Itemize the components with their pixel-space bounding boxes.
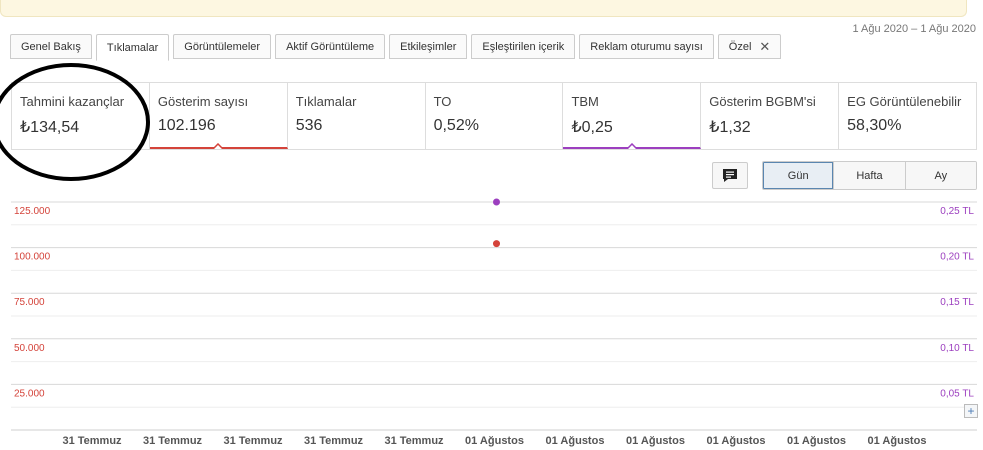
metric-card-gosterim-sayisi[interactable]: Gösterim sayısı 102.196 — [149, 83, 288, 149]
metric-label: EG Görüntülenebilir — [847, 94, 962, 109]
tab-tiklamalar[interactable]: Tıklamalar — [95, 34, 170, 61]
x-axis-tick-label: 01 Ağustos — [626, 435, 685, 447]
metric-card-eg-goruntulenebilir[interactable]: EG Görüntülenebilir 58,30% — [839, 83, 976, 149]
metric-value: 58,30% — [847, 117, 902, 134]
x-axis-tick-label: 01 Ağustos — [787, 435, 846, 447]
x-axis-tick-label: 31 Temmuz — [223, 435, 283, 447]
right-axis-tick-label: 0,25 TL — [940, 206, 974, 217]
comment-icon — [723, 169, 737, 182]
tab-reklam-oturumu[interactable]: Reklam oturumu sayısı — [579, 34, 714, 59]
left-axis-tick-label: 50.000 — [14, 343, 45, 354]
tab-aktif-goruntuleme[interactable]: Aktif Görüntüleme — [275, 34, 386, 59]
x-axis-tick-label: 01 Ağustos — [465, 435, 524, 447]
period-toggle: Gün Hafta Ay — [762, 161, 977, 190]
x-axis-tick-label: 01 Ağustos — [707, 435, 766, 447]
metric-card-tahmini-kazanclar[interactable]: Tahmini kazançlar ₺134,54 — [12, 83, 150, 149]
tab-eslestirilen-icerik[interactable]: Eşleştirilen içerik — [471, 34, 576, 59]
metric-value: 0,52% — [433, 117, 479, 134]
metric-value: 536 — [295, 117, 323, 134]
period-gun-button[interactable]: Gün — [763, 162, 835, 189]
metric-cards: Tahmini kazançlar ₺134,54 Gösterim sayıs… — [11, 82, 977, 150]
metric-label: Gösterim BGBM'si — [709, 94, 816, 109]
metric-card-tiklamalar[interactable]: Tıklamalar 536 — [288, 83, 426, 149]
notification-banner — [0, 0, 967, 17]
x-axis-tick-label: 01 Ağustos — [546, 435, 605, 447]
left-axis-tick-label: 75.000 — [14, 297, 45, 308]
tab-goruntulemeler[interactable]: Görüntülemeler — [173, 34, 272, 59]
right-axis-tick-label: 0,20 TL — [940, 252, 974, 263]
tab-label: Tıklamalar — [106, 41, 159, 54]
x-axis-tick-label: 31 Temmuz — [384, 435, 444, 447]
tab-ozel[interactable]: Özel ✕ — [717, 34, 782, 59]
metric-label: TBM — [571, 94, 599, 109]
period-ay-button[interactable]: Ay — [905, 162, 976, 189]
close-icon[interactable]: ✕ — [759, 38, 771, 54]
selected-caret-icon — [213, 143, 224, 149]
date-range: 1 Ağu 2020 – 1 Ağu 2020 — [852, 23, 976, 35]
zoom-plus-icon[interactable]: + — [964, 404, 978, 418]
metric-value: ₺0,25 — [571, 119, 613, 136]
tab-etkilesimler[interactable]: Etkileşimler — [389, 34, 468, 59]
metric-value: ₺1,32 — [709, 119, 751, 136]
x-axis-tick-label: 01 Ağustos — [868, 435, 927, 447]
tab-label: Aktif Görüntüleme — [286, 40, 375, 53]
tab-label: Görüntülemeler — [184, 40, 261, 53]
left-axis-tick-label: 25.000 — [14, 388, 45, 399]
selected-caret-icon — [626, 143, 637, 149]
metric-value: ₺134,54 — [20, 119, 80, 136]
left-axis-tick-label: 100.000 — [14, 252, 51, 263]
impressions-data-point — [493, 240, 500, 248]
performance-chart: 25.000 50.000 75.000 100.000 125.000 0,05 TL 0… — [11, 198, 977, 447]
metric-label: Tıklamalar — [295, 94, 357, 109]
metric-value: 102.196 — [157, 117, 216, 134]
left-axis-tick-label: 125.000 — [14, 206, 51, 217]
x-axis-tick-label: 31 Temmuz — [62, 435, 122, 447]
annotation-button[interactable] — [712, 162, 748, 189]
right-axis-tick-label: 0,05 TL — [940, 388, 974, 399]
period-hafta-button[interactable]: Hafta — [834, 162, 906, 189]
tab-label: Etkileşimler — [400, 40, 457, 53]
right-axis-tick-label: 0,15 TL — [940, 297, 974, 308]
tab-label: Özel — [728, 40, 752, 53]
metric-card-gosterim-bgbm[interactable]: Gösterim BGBM'si ₺1,32 — [701, 83, 840, 149]
right-axis-tick-label: 0,10 TL — [940, 343, 974, 354]
tab-label: Eşleştirilen içerik — [482, 40, 565, 53]
tab-genel-bakis[interactable]: Genel Bakış — [10, 34, 92, 59]
metric-card-tbm[interactable]: TBM ₺0,25 — [563, 83, 702, 149]
metric-label: Gösterim sayısı — [157, 94, 249, 109]
report-tabs: Genel Bakış Tıklamalar Görüntülemeler Ak… — [10, 34, 782, 61]
x-axis-tick-label: 31 Temmuz — [304, 435, 364, 447]
metric-card-to[interactable]: TO 0,52% — [426, 83, 564, 149]
cpc-data-point — [493, 198, 500, 206]
tab-label: Reklam oturumu sayısı — [590, 40, 703, 53]
tab-label: Genel Bakış — [21, 40, 81, 53]
metric-label: Tahmini kazançlar — [20, 94, 125, 109]
metric-label: TO — [433, 94, 452, 109]
x-axis-tick-label: 31 Temmuz — [143, 435, 203, 447]
